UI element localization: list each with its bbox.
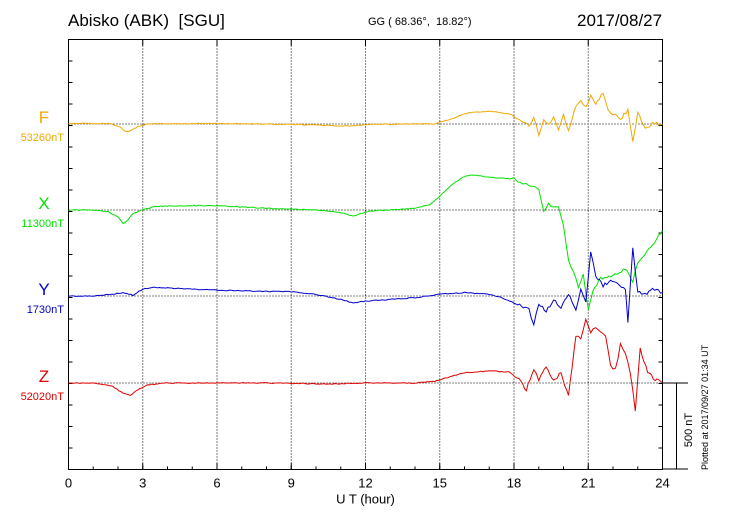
x-tick-label: 0: [65, 476, 72, 491]
series-baseline-label-Z: 52020nT: [21, 391, 65, 403]
x-tick-label: 3: [139, 476, 146, 491]
series-name-F: F: [39, 108, 49, 127]
series-baseline-label-X: 11300nT: [21, 218, 64, 230]
vertical-gridlines: [142, 39, 589, 470]
series-name-X: X: [38, 194, 49, 213]
series-labels: F 53260nT X 11300nT Y 1730nT Z 52020nT: [21, 108, 65, 403]
series-baseline-label-F: 53260nT: [21, 132, 65, 144]
plot-frame: [68, 39, 663, 470]
x-tick-label: 9: [288, 476, 295, 491]
station-title: Abisko (ABK) [SGU]: [68, 11, 225, 30]
x-tick-label: 18: [507, 476, 521, 491]
station-coords: GG ( 68.36°, 18.82°): [368, 16, 472, 28]
x-tick-label: 24: [655, 476, 669, 491]
plotted-note: Plotted at 2017/09/27 01:34 UT: [700, 344, 710, 470]
series-line-Z: [68, 317, 663, 412]
series-line-X: [68, 174, 663, 310]
x-tick-label: 6: [213, 476, 220, 491]
series-name-Z: Z: [39, 367, 49, 386]
scale-bar-label: 500 nT: [683, 413, 695, 448]
chart-date: 2017/08/27: [577, 11, 663, 30]
x-tick-label: 21: [581, 476, 595, 491]
series-baseline-label-Y: 1730nT: [27, 304, 65, 316]
series-line-F: [68, 92, 663, 142]
x-axis-label: U T (hour): [336, 492, 395, 507]
series-lines: [68, 92, 663, 412]
x-tick-label: 15: [433, 476, 447, 491]
series-line-Y: [68, 247, 663, 327]
axis-ticks: 0 3 6 9 12 15 18 21 24 U T (hour): [65, 39, 670, 507]
x-tick-label: 12: [358, 476, 372, 491]
series-name-Y: Y: [38, 280, 49, 299]
scale-bar: 500 nT: [662, 382, 695, 470]
